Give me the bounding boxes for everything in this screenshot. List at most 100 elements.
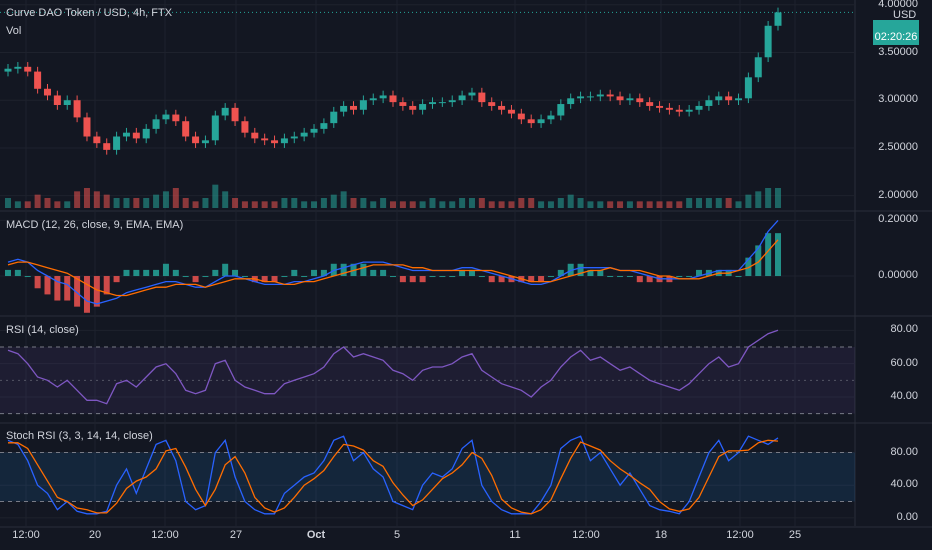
- volume-bar: [281, 198, 288, 208]
- candle-body: [665, 107, 673, 110]
- candle-body: [330, 111, 338, 124]
- xaxis-tick: 5: [393, 529, 401, 541]
- candle-body: [646, 102, 654, 106]
- volume-bar: [449, 201, 456, 208]
- macd-histogram-bar: [626, 276, 633, 278]
- candle-body: [537, 119, 545, 124]
- volume-bar: [399, 201, 406, 208]
- candle-body: [735, 98, 743, 101]
- volume-bar: [301, 201, 308, 208]
- macd-histogram-bar: [241, 276, 248, 278]
- volume-bar: [320, 198, 327, 208]
- macd-histogram-bar: [429, 276, 436, 278]
- candle-body: [458, 95, 466, 101]
- candle-body: [596, 94, 604, 97]
- candle-body: [290, 136, 298, 139]
- xaxis-tick: 25: [788, 529, 802, 541]
- candle-body: [774, 12, 782, 26]
- macd-histogram-bar: [143, 269, 150, 277]
- macd-histogram-bar: [360, 263, 367, 277]
- candle-body: [409, 105, 417, 110]
- macd-histogram-bar: [775, 233, 781, 277]
- stoch-label: Stoch RSI (3, 3, 14, 14, close): [6, 430, 153, 442]
- macd-histogram-bar: [311, 269, 318, 277]
- macd-histogram-bar: [765, 233, 772, 277]
- volume-bar: [162, 191, 169, 208]
- volume-bar: [123, 198, 130, 208]
- candle-body: [369, 98, 377, 101]
- volume-bar: [14, 201, 21, 208]
- candle-body: [616, 96, 624, 101]
- candle-body: [685, 109, 693, 112]
- macd-histogram-bar: [646, 276, 653, 283]
- rsi-label: RSI (14, close): [6, 324, 79, 336]
- macd-histogram-bar: [547, 276, 554, 278]
- candle-body: [448, 100, 456, 103]
- volume-bar: [241, 201, 248, 208]
- candle-body: [73, 100, 81, 118]
- candle-body: [754, 57, 762, 78]
- volume-bar: [478, 198, 485, 208]
- macd-label: MACD (12, 26, close, 9, EMA, EMA): [6, 219, 184, 231]
- candle-body: [172, 114, 180, 122]
- macd-histogram-bar: [222, 263, 229, 277]
- macd-histogram-bar: [459, 269, 466, 277]
- macd-histogram-bar: [113, 276, 120, 283]
- volume-bar: [755, 191, 762, 208]
- price-ytick: 2.00000: [878, 188, 918, 201]
- volume-bar: [390, 201, 396, 208]
- macd-histogram-bar: [340, 263, 347, 277]
- volume-bar: [528, 198, 535, 208]
- candle-body: [626, 98, 634, 101]
- macd-histogram-bar: [64, 276, 71, 301]
- candle-body: [656, 105, 664, 108]
- volume-bar: [172, 188, 179, 208]
- volume-bar: [74, 191, 81, 208]
- candle-body: [211, 115, 219, 141]
- candle-body: [231, 107, 239, 122]
- rsi-ytick: 60.00: [890, 356, 918, 369]
- candle-body: [14, 66, 22, 69]
- xaxis-tick: 12:00: [572, 529, 600, 541]
- macd-histogram-bar: [14, 269, 21, 277]
- volume-bar: [626, 201, 633, 208]
- volume-bar: [735, 201, 742, 208]
- candle-body: [498, 105, 506, 110]
- macd-histogram-bar: [192, 276, 199, 283]
- countdown-timer: 02:20:26: [874, 31, 918, 43]
- volume-bar: [212, 184, 219, 208]
- stoch-ytick: 0.00: [896, 510, 918, 523]
- volume-bar: [597, 201, 604, 208]
- price-badge: 02:20:26: [873, 20, 919, 45]
- candle-body: [517, 113, 525, 120]
- macd-histogram-bar: [5, 269, 11, 277]
- stoch-ytick: 40.00: [890, 478, 918, 491]
- volume-bar: [143, 198, 150, 208]
- macd-histogram-bar: [103, 276, 110, 295]
- volume-bar: [113, 198, 120, 208]
- macd-histogram-bar: [538, 276, 545, 283]
- candle-body: [113, 136, 121, 150]
- stoch-ytick: 80.00: [890, 445, 918, 458]
- xaxis-tick: 20: [88, 529, 102, 541]
- candle-body: [241, 121, 249, 133]
- macd-histogram-bar: [419, 276, 426, 283]
- volume-bar: [775, 188, 781, 208]
- xaxis-tick: 27: [229, 529, 243, 541]
- candle-body: [162, 114, 170, 120]
- macd-histogram-bar: [439, 276, 446, 278]
- candle-body: [636, 98, 644, 103]
- candle-body: [192, 136, 200, 144]
- candle-body: [567, 98, 575, 105]
- volume-bar: [44, 198, 51, 208]
- volume-bar: [222, 191, 229, 208]
- volume-bar: [538, 201, 545, 208]
- volume-bar: [567, 194, 574, 208]
- price-ytick: 3.00000: [878, 93, 918, 106]
- volume-bar: [261, 201, 268, 208]
- volume-bar: [64, 201, 71, 208]
- candle-body: [428, 102, 436, 105]
- macd-histogram-bar: [617, 276, 624, 278]
- volume-bar: [587, 201, 594, 208]
- volume-bar: [350, 198, 357, 208]
